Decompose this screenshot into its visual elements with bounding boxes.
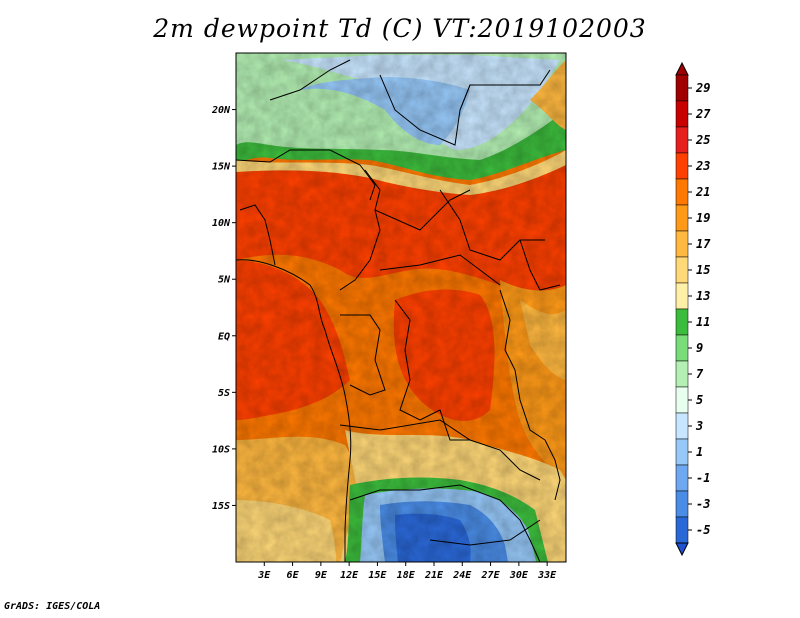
lon-label: 33E [537,570,557,581]
border-zimbabwe [429,519,541,546]
colorbar-swatch [675,308,689,336]
colorbar-swatch [675,100,689,128]
colorbar-swatch [675,152,689,180]
colorbar-label: 25 [695,133,710,147]
colorbar-label: 3 [695,419,703,433]
colorbar-swatch [675,126,689,154]
plot-frame [235,52,567,563]
colorbar-label: 1 [696,445,703,459]
border-namibia-botswana [349,484,541,562]
lat-label: 5S [218,388,230,399]
colorbar-swatch [675,334,689,362]
colorbar-swatch [675,438,689,466]
border-guinea [239,204,276,266]
credit-text: GrADS: IGES/COLA [4,601,101,612]
lon-label: 12E [340,570,359,581]
colorbar-swatch [675,256,689,284]
colorbar-label: 19 [696,211,710,225]
border-south-sudan [439,189,545,261]
lon-label: 27E [481,570,501,581]
colorbar-bottom-arrow [675,542,689,557]
colorbar-swatch [675,204,689,232]
longitude-axis: 3E 6E 9E 12E 15E 18E 21E 24E 27E 30E 33E [257,562,557,581]
colorbar-label: -1 [696,471,710,485]
colorbar-label: 23 [695,159,710,173]
colorbar-swatch [675,230,689,258]
colorbar-swatch [675,490,689,518]
colorbar-label: 9 [696,341,703,355]
lat-label: 10S [212,444,230,455]
border-chad-sudan [374,189,471,231]
latitude-axis: 20N 15N 10N 5N EQ 5S 10S 15S [211,105,236,512]
colorbar-label: 27 [695,107,711,121]
border-drc [394,299,470,441]
border-angola-zambia [339,419,541,481]
country-borders [236,59,561,562]
colorbar-swatch [675,282,689,310]
colorbar-label: 17 [696,237,711,251]
colorbar-label: 11 [696,315,710,329]
chart-title: 2m dewpoint Td (C) VT:2019102003 [153,14,647,43]
border-gabon-congo [340,314,386,396]
border-sahel-north [236,149,376,201]
colorbar-label: 7 [696,367,704,381]
border-ethiopia [519,239,561,291]
lon-label: 6E [287,570,300,581]
lon-label: 30E [509,570,529,581]
lat-label: EQ [218,331,230,342]
colorbar-swatch [675,74,689,102]
lat-label: 15S [212,501,230,512]
colorbar-label: 21 [695,185,710,199]
colorbar-swatch [675,516,689,544]
border-algeria-mali [269,59,351,101]
border-egypt-sudan [459,69,551,111]
colorbar-label: -3 [696,497,710,511]
colorbar-label: 13 [696,289,710,303]
colorbar-label: 5 [696,393,703,407]
colorbar: 29 27 25 23 21 19 17 15 13 11 9 7 5 3 1 -1 -3 -5 [675,61,711,557]
lon-label: 15E [368,570,387,581]
colorbar-swatch [675,386,689,414]
colorbar-swatch [675,178,689,206]
lon-label: 18E [397,570,416,581]
colorbar-label: -5 [696,523,710,537]
west-coastline [236,259,352,562]
lon-label: 24E [452,570,472,581]
border-mozambique [544,439,561,501]
lon-label: 3E [257,570,271,581]
lat-label: 15N [212,162,231,173]
colorbar-swatch [675,412,689,440]
lon-label: 21E [424,570,444,581]
colorbar-swatch [675,464,689,492]
border-nigeria-cameroon [339,169,381,291]
border-east-lakes [499,289,546,441]
colorbar-top-arrow [675,61,689,76]
lat-label: 20N [211,105,231,116]
lat-label: 5N [218,275,231,286]
border-car [379,254,501,286]
lat-label: 10N [212,218,231,229]
colorbar-label: 29 [695,81,710,95]
colorbar-label: 15 [696,263,710,277]
lon-label: 9E [315,570,328,581]
colorbar-swatch [675,360,689,388]
